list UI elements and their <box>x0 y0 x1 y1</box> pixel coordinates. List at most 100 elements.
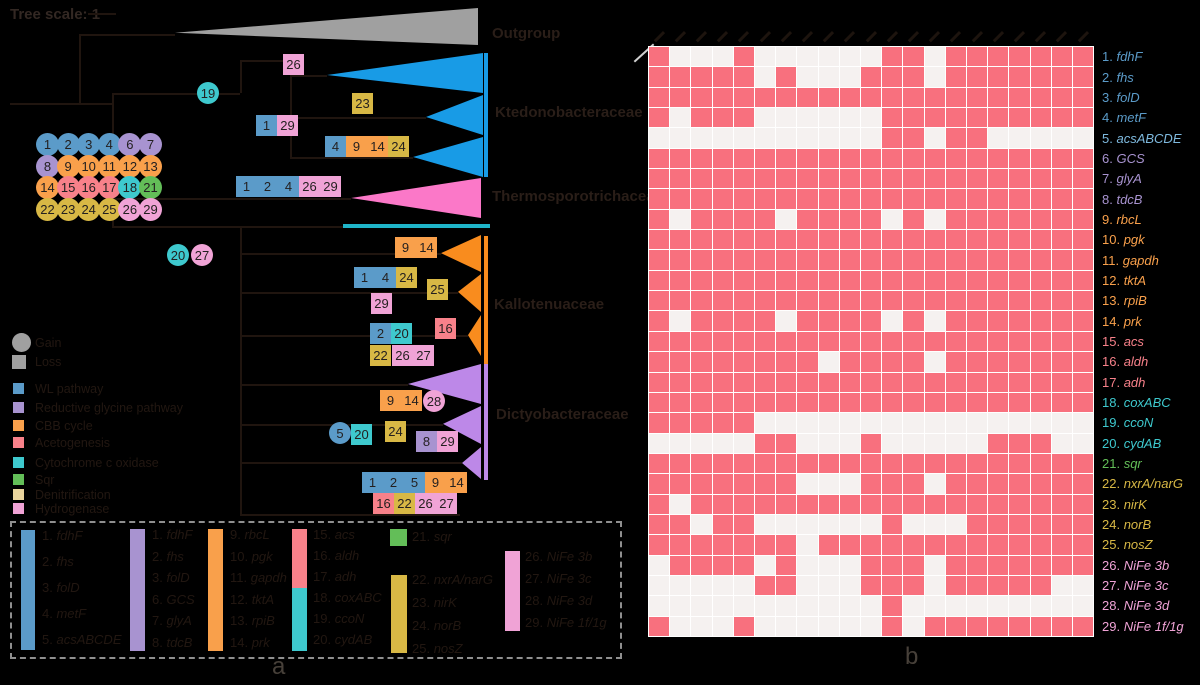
loss-badge-29: 29 <box>371 293 392 314</box>
loss-badge-14: 14 <box>401 390 422 411</box>
heatmap-cell <box>669 432 692 454</box>
heatmap-cell <box>669 615 692 637</box>
tree-scale-label: Tree scale: 1 <box>10 6 101 23</box>
heatmap-cell <box>923 147 946 170</box>
heatmap-cell <box>838 188 861 210</box>
loss-badge-22: 22 <box>394 493 415 514</box>
heatmap-cell <box>648 534 671 556</box>
heatmap-cell <box>1072 595 1095 617</box>
loss-badge-9: 9 <box>380 390 401 411</box>
heatmap-cell <box>754 534 777 556</box>
loss-badge-4: 4 <box>375 267 396 288</box>
heatmap-cell <box>648 66 671 88</box>
heatmap-cell <box>732 127 755 149</box>
heatmap-cell <box>648 188 671 210</box>
gene-label-8: 8. tdcB <box>1102 191 1143 207</box>
heatmap-cell <box>1072 473 1095 495</box>
pathway-gene-item: 15. acs <box>313 527 355 542</box>
heatmap-cell <box>944 534 967 556</box>
heatmap-cell <box>966 513 989 536</box>
heatmap-cell <box>860 168 883 190</box>
heatmap-cell <box>775 66 798 88</box>
heatmap-cell <box>944 147 967 170</box>
heatmap-cell <box>775 147 798 170</box>
heatmap-cell <box>881 269 904 292</box>
ancestral-gene-9: 9 <box>56 154 80 178</box>
gene-label-10: 10. pgk <box>1102 232 1145 248</box>
loss-badge-24: 24 <box>396 267 417 288</box>
heatmap-cell <box>966 493 989 515</box>
heatmap-cell <box>669 188 692 210</box>
heatmap-cell <box>754 86 777 109</box>
heatmap-cell <box>1029 330 1052 353</box>
gene-label-5: 5. acsABCDE <box>1102 130 1182 146</box>
heatmap-cell <box>754 168 777 190</box>
heatmap-cell <box>987 371 1010 393</box>
heatmap-cell <box>923 534 946 556</box>
legend-swatch <box>13 437 24 448</box>
heatmap-cell <box>1050 412 1073 434</box>
heatmap-cell <box>1008 412 1031 434</box>
heatmap-cell <box>881 615 904 637</box>
gene-label-20: 20. cydAB <box>1102 435 1162 451</box>
heatmap-cell <box>987 66 1010 88</box>
pathway-gene-item: 7. glyA <box>152 613 192 628</box>
heatmap-cell <box>1050 147 1073 170</box>
panel-b-label: b <box>905 643 919 670</box>
heatmap-cell <box>669 534 692 556</box>
heatmap-cell <box>796 554 819 576</box>
heatmap-cell <box>1050 127 1073 149</box>
heatmap-cell <box>775 249 798 271</box>
heatmap-cell <box>944 330 967 353</box>
tree-branch <box>240 60 242 93</box>
heatmap-cell <box>838 107 861 129</box>
heatmap-cell <box>881 46 904 68</box>
loss-badge-25: 25 <box>427 279 448 300</box>
legend-swatch <box>13 474 24 485</box>
heatmap-cell <box>1072 290 1095 312</box>
heatmap-cell <box>923 351 946 373</box>
column-label-mark <box>1056 31 1068 42</box>
heatmap-cell <box>923 269 946 292</box>
pathway-gene-item: 20. cydAB <box>313 632 373 647</box>
heatmap-cell <box>1029 229 1052 251</box>
heatmap-cell <box>775 391 798 414</box>
pathway-gene-item: 22. nxrA/narG <box>412 572 493 587</box>
loss-badge-1: 1 <box>236 176 257 197</box>
heatmap-cell <box>796 534 819 556</box>
heatmap-cell <box>966 127 989 149</box>
column-label-mark <box>738 31 750 42</box>
heatmap-cell <box>669 493 692 515</box>
heatmap-cell <box>1072 46 1095 68</box>
heatmap-cell <box>648 229 671 251</box>
heatmap-cell <box>711 534 734 556</box>
gain-badge-28: 28 <box>423 390 445 412</box>
heatmap-cell <box>669 229 692 251</box>
heatmap-cell <box>1050 595 1073 617</box>
heatmap-cell <box>881 168 904 190</box>
heatmap-cell <box>944 493 967 515</box>
heatmap-cell <box>944 107 967 129</box>
gene-label-26: 26. NiFe 3b <box>1102 557 1170 573</box>
heatmap-cell <box>711 452 734 475</box>
heatmap-cell <box>902 107 925 129</box>
heatmap-cell <box>711 513 734 536</box>
pathway-gene-item: 16. aldh <box>313 548 360 563</box>
loss-badge-1: 1 <box>256 115 277 136</box>
heatmap-cell <box>648 351 671 373</box>
heatmap-cell <box>881 66 904 88</box>
column-label-mark <box>865 31 877 42</box>
heatmap-cell <box>838 290 861 312</box>
heatmap-cell <box>732 371 755 393</box>
heatmap-cell <box>669 330 692 353</box>
heatmap-cell <box>754 269 777 292</box>
pathway-gene-item: 8. tdcB <box>152 634 193 650</box>
heatmap-cell <box>817 615 840 637</box>
tree-branch <box>112 226 343 228</box>
heatmap-cell <box>902 147 925 170</box>
pathway-gene-item: 17. adh <box>313 569 357 584</box>
heatmap-cell <box>881 208 904 231</box>
heatmap-cell <box>966 208 989 231</box>
heatmap-cell <box>817 66 840 88</box>
heatmap-cell <box>732 310 755 332</box>
